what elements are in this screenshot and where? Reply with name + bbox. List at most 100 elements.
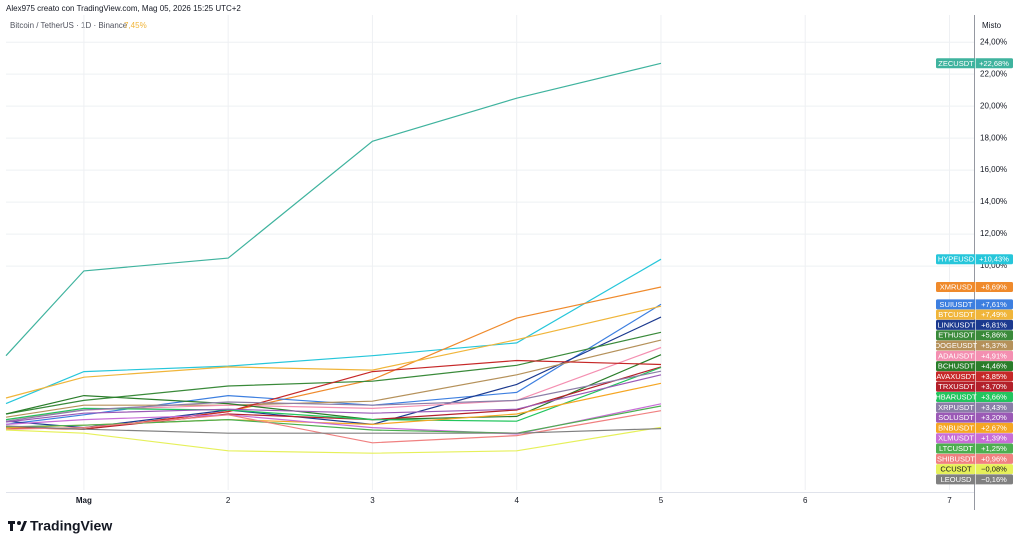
tag-name: HBARUSDT — [935, 393, 977, 402]
tag-box — [936, 381, 1013, 392]
tag-value: +3,20% — [981, 413, 1007, 422]
series-tag: LTCUSDT +1,25% — [936, 443, 1013, 454]
tag-box — [936, 309, 1013, 320]
tag-box — [936, 299, 1013, 310]
series-tag: AVAXUSDT +3,85% — [936, 371, 1013, 382]
series-tag: HYPEUSD +10,43% — [936, 254, 1013, 265]
tag-box — [936, 433, 1013, 444]
tag-name: LINKUSDT — [937, 320, 975, 329]
tag-name: ZECUSDT — [938, 59, 974, 68]
series-tag: XRPUSDT +3,43% — [936, 402, 1013, 413]
tag-value: +1,25% — [981, 444, 1007, 453]
tag-box — [936, 453, 1013, 464]
y-tick-label: 22,00% — [980, 69, 1007, 78]
y-tick-label: 24,00% — [980, 37, 1007, 46]
y-axis-label: Misto — [982, 21, 1002, 30]
series-tag: BNBUSDT +2,67% — [936, 422, 1013, 433]
series-tag: BTCUSDT +7,49% — [936, 309, 1013, 320]
y-tick-label: 18,00% — [980, 133, 1007, 142]
tag-box — [936, 340, 1013, 351]
series-line — [5, 305, 662, 399]
series-line — [5, 331, 662, 415]
tag-name: LTCUSDT — [939, 444, 973, 453]
tag-name: SHIBUSDT — [937, 454, 975, 463]
x-tick-label: 6 — [803, 496, 808, 505]
tag-value: +7,49% — [981, 310, 1007, 319]
tag-box — [936, 474, 1013, 485]
series-tag: LEOUSD −0,16% — [936, 474, 1013, 485]
series-tag: CCUSDT −0,08% — [936, 464, 1013, 475]
tag-value: +3,85% — [981, 372, 1007, 381]
series-line — [5, 258, 662, 405]
tag-box — [936, 350, 1013, 361]
tag-value: −0,16% — [981, 475, 1007, 484]
tag-box — [936, 361, 1013, 372]
tag-box — [936, 371, 1013, 382]
tag-value: +3,70% — [981, 382, 1007, 391]
series-tag: LINKUSDT +6,81% — [936, 319, 1013, 330]
tag-name: ETHUSDT — [938, 331, 974, 340]
y-tick-label: 10,00% — [980, 261, 1007, 270]
tag-value: +3,43% — [981, 403, 1007, 412]
series-tag: TRXUSDT +3,70% — [936, 381, 1013, 392]
series-tag: BCHUSDT +4,46% — [936, 361, 1013, 372]
tag-name: BTCUSDT — [938, 310, 974, 319]
series-tag: ZECUSDT +22,68% — [936, 58, 1013, 69]
symbol: Bitcoin / TetherUS · 1D · Binance — [10, 21, 128, 30]
tag-box — [936, 319, 1013, 330]
tag-value: +2,67% — [981, 423, 1007, 432]
tag-value: +22,68% — [979, 59, 1009, 68]
tag-name: XRPUSDT — [938, 403, 974, 412]
series-line — [5, 366, 662, 422]
series-line — [5, 303, 662, 425]
y-tick-label: 20,00% — [980, 101, 1007, 110]
series-tag: SUIUSDT +7,61% — [936, 299, 1013, 310]
series-line — [5, 370, 662, 422]
tag-box — [936, 422, 1013, 433]
series-line — [5, 374, 662, 423]
tag-value: +10,43% — [979, 255, 1009, 264]
series-tag: HBARUSDT +3,66% — [935, 392, 1013, 403]
tag-name: DOGEUSDT — [935, 341, 978, 350]
series-tag: XMRUSD +8,69% — [936, 282, 1013, 293]
tag-box — [936, 254, 1013, 265]
tag-value: +4,46% — [981, 362, 1007, 371]
tag-value: +5,37% — [981, 341, 1007, 350]
chart-title: Alex975 creato con TradingView.com, Mag … — [6, 4, 241, 13]
tag-box — [936, 464, 1013, 475]
tag-box — [936, 392, 1013, 403]
tag-name: BCHUSDT — [938, 362, 975, 371]
tag-value: +1,39% — [981, 434, 1007, 443]
symbol-change: 7,45% — [124, 21, 147, 30]
tag-name: AVAXUSDT — [936, 372, 976, 381]
series-line — [5, 425, 662, 434]
tag-box — [936, 412, 1013, 423]
y-tick-label: 12,00% — [980, 229, 1007, 238]
tag-name: XLMUSDT — [938, 434, 974, 443]
y-tick-label: 16,00% — [980, 165, 1007, 174]
tag-name: HYPEUSD — [938, 255, 975, 264]
tag-box — [936, 58, 1013, 69]
tag-name: SOLUSDT — [938, 413, 974, 422]
y-tick-label: 14,00% — [980, 197, 1007, 206]
tag-value: +3,66% — [981, 393, 1007, 402]
series-tag: DOGEUSDT +5,37% — [935, 340, 1013, 351]
x-tick-label: 5 — [659, 496, 664, 505]
tag-value: +0,96% — [981, 454, 1007, 463]
tag-value: +8,69% — [981, 283, 1007, 292]
series-line — [5, 62, 662, 357]
tag-value: −0,08% — [981, 465, 1007, 474]
series-tag: SOLUSDT +3,20% — [936, 412, 1013, 423]
tag-box — [936, 402, 1013, 413]
tag-name: BNBUSDT — [938, 423, 974, 432]
x-tick-label: 7 — [947, 496, 952, 505]
series-tag: SHIBUSDT +0,96% — [936, 453, 1013, 464]
tag-value: +7,61% — [981, 300, 1007, 309]
tag-name: TRXUSDT — [938, 382, 974, 391]
brand: TradingView — [30, 518, 112, 534]
tag-box — [936, 330, 1013, 341]
tag-value: +5,86% — [981, 331, 1007, 340]
series-tag: XLMUSDT +1,39% — [936, 433, 1013, 444]
